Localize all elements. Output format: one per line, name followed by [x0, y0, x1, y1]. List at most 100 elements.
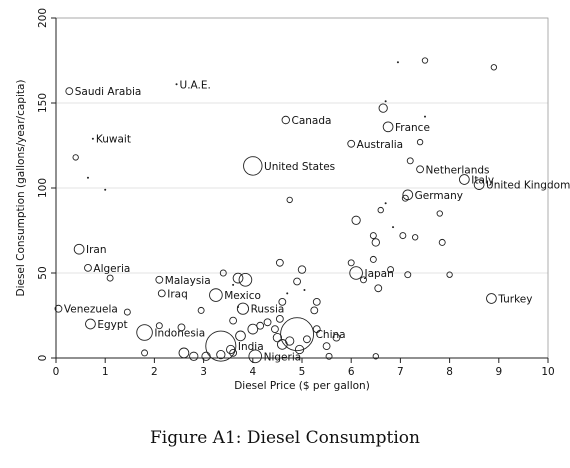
data-point — [232, 283, 235, 286]
data-point — [155, 322, 163, 330]
data-point — [384, 202, 387, 205]
point-label: India — [238, 341, 264, 353]
data-point — [72, 154, 79, 161]
point-label: Mexico — [224, 290, 261, 302]
y-tick-label: 50 — [37, 266, 49, 279]
data-point — [349, 266, 363, 280]
data-point — [286, 196, 293, 204]
data-point — [351, 215, 361, 225]
point-label: Indonesia — [154, 328, 205, 340]
y-tick-label: 100 — [37, 178, 49, 198]
data-point — [369, 232, 377, 240]
data-point — [280, 317, 315, 352]
data-point — [360, 276, 367, 284]
data-point — [91, 137, 94, 140]
point-label: Saudi Arabia — [75, 86, 142, 98]
data-point — [377, 206, 384, 214]
point-label: United Kingdom — [486, 180, 570, 192]
data-point — [237, 306, 240, 308]
data-point — [303, 335, 311, 344]
data-point — [411, 234, 419, 241]
point-label: China — [316, 329, 346, 341]
data-point — [189, 351, 199, 361]
data-point — [372, 353, 379, 360]
point-label: Italy — [471, 175, 494, 187]
point-label: Canada — [292, 115, 332, 127]
data-point — [123, 308, 131, 316]
data-point — [312, 325, 321, 333]
point-label: Nigeria — [264, 351, 302, 363]
x-tick-label: 1 — [102, 366, 109, 378]
data-point — [65, 87, 74, 96]
x-tick-label: 9 — [495, 366, 502, 378]
point-label: Malaysia — [165, 275, 211, 287]
data-point — [293, 277, 301, 286]
data-points — [54, 57, 498, 364]
data-point — [369, 255, 377, 263]
x-tick-label: 6 — [348, 366, 355, 378]
data-point — [229, 348, 238, 357]
data-point — [247, 323, 259, 335]
data-point — [73, 243, 85, 255]
data-point — [404, 271, 412, 279]
point-label: Iran — [86, 244, 107, 256]
data-point — [275, 314, 284, 323]
data-point — [197, 306, 205, 314]
data-point — [235, 330, 246, 342]
data-point — [84, 263, 92, 272]
data-point — [141, 349, 149, 357]
data-point — [275, 258, 284, 267]
figure-caption: Figure A1: Diesel Consumption — [150, 428, 420, 448]
y-tick-label: 150 — [37, 93, 49, 113]
point-label: Turkey — [497, 294, 532, 306]
data-point — [416, 138, 424, 146]
data-point — [243, 156, 263, 176]
data-point — [278, 297, 287, 306]
data-point — [401, 194, 409, 202]
x-tick-label: 3 — [200, 366, 207, 378]
data-point — [85, 318, 96, 330]
data-point — [382, 121, 394, 133]
data-point — [209, 288, 223, 302]
data-point — [347, 139, 356, 148]
point-label: Australia — [357, 139, 403, 151]
data-point — [175, 83, 178, 86]
x-tick-label: 7 — [397, 366, 404, 378]
point-label: Germany — [415, 190, 463, 202]
data-point — [281, 115, 290, 125]
x-tick-label: 10 — [541, 366, 554, 378]
data-point — [399, 232, 407, 240]
point-label: Egypt — [97, 319, 127, 331]
data-point — [157, 289, 166, 298]
point-label: Russia — [251, 304, 285, 316]
data-point — [236, 302, 250, 315]
data-point — [286, 292, 289, 295]
data-point — [263, 318, 272, 327]
data-point — [232, 272, 244, 284]
data-point — [438, 238, 446, 246]
data-point — [177, 323, 186, 332]
point-label: Venezuela — [64, 304, 118, 316]
data-point — [322, 342, 331, 350]
data-point — [310, 306, 319, 315]
data-point — [436, 210, 443, 217]
point-label: Japan — [363, 268, 393, 280]
data-point — [325, 352, 333, 360]
data-point — [201, 351, 211, 361]
data-point — [421, 57, 429, 64]
data-point — [285, 336, 295, 346]
data-point — [473, 179, 485, 190]
data-point — [219, 269, 227, 277]
data-point — [459, 174, 470, 185]
y-axis-label: Diesel Consumption (gallons/year/capita) — [15, 79, 27, 296]
data-point — [104, 188, 107, 191]
data-point — [384, 100, 387, 103]
data-point — [271, 325, 279, 333]
data-point — [106, 274, 114, 282]
y-tick-label: 0 — [37, 355, 49, 362]
data-point — [332, 333, 341, 342]
data-point — [216, 349, 226, 360]
data-point — [86, 176, 89, 179]
x-axis-label: Diesel Price ($ per gallon) — [234, 380, 370, 392]
